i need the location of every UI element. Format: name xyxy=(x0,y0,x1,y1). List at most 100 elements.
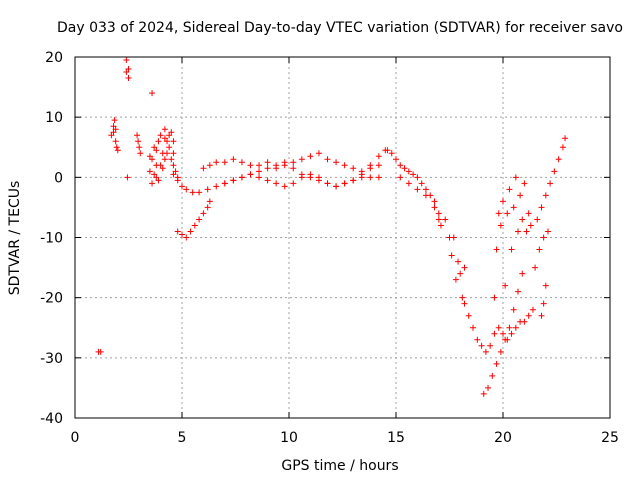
data-point xyxy=(437,222,444,229)
data-point xyxy=(146,168,153,175)
data-point xyxy=(159,165,166,172)
data-point xyxy=(200,165,207,172)
data-point xyxy=(341,162,348,169)
data-point xyxy=(482,348,489,355)
data-point xyxy=(137,150,144,157)
data-point xyxy=(191,222,198,229)
data-point xyxy=(375,174,382,181)
x-tick-label: 0 xyxy=(71,430,80,446)
data-point xyxy=(506,186,513,193)
x-tick-label: 15 xyxy=(387,430,405,446)
data-point xyxy=(491,330,498,337)
data-point xyxy=(500,330,506,337)
series-late-rise xyxy=(532,135,569,319)
data-point xyxy=(502,282,509,289)
data-point xyxy=(493,246,500,253)
data-point xyxy=(179,183,185,190)
data-point xyxy=(151,171,158,178)
data-point xyxy=(256,168,263,175)
y-axis-label: SDTVAR / TECUs xyxy=(7,181,23,296)
series-trough-19h xyxy=(461,300,536,355)
data-point xyxy=(146,153,153,160)
data-point xyxy=(504,210,511,217)
data-point xyxy=(155,177,162,184)
data-point xyxy=(183,186,190,193)
data-point xyxy=(333,159,340,166)
data-point xyxy=(521,180,528,187)
data-point xyxy=(540,234,547,241)
x-tick-label: 10 xyxy=(280,430,298,446)
data-point xyxy=(485,384,492,391)
data-point xyxy=(542,282,549,289)
data-point xyxy=(189,189,196,196)
data-point xyxy=(397,162,404,169)
data-point xyxy=(510,204,517,211)
data-point xyxy=(559,144,566,151)
data-point xyxy=(324,156,331,163)
data-point xyxy=(273,180,280,187)
data-point xyxy=(111,117,118,124)
data-point xyxy=(135,138,142,145)
series-band-b xyxy=(200,150,382,175)
data-point xyxy=(170,138,177,145)
data-point xyxy=(204,186,211,193)
data-point xyxy=(375,153,382,160)
data-point xyxy=(489,372,496,379)
series-early-cluster xyxy=(108,66,144,181)
data-point xyxy=(532,264,539,271)
data-point xyxy=(529,306,536,313)
data-point xyxy=(523,228,530,235)
series-cluster-4h xyxy=(146,126,181,187)
data-point xyxy=(544,228,551,235)
data-point xyxy=(238,174,245,181)
data-point xyxy=(125,66,132,73)
data-point xyxy=(542,192,549,199)
data-point xyxy=(538,312,545,319)
data-point xyxy=(521,318,528,325)
data-point xyxy=(536,246,543,253)
data-point xyxy=(324,180,331,187)
data-point xyxy=(187,228,194,235)
data-point xyxy=(527,222,534,229)
data-point xyxy=(551,168,558,175)
x-tick-label: 25 xyxy=(601,430,619,446)
data-point xyxy=(478,342,485,349)
data-point xyxy=(247,171,254,178)
data-point xyxy=(350,177,357,184)
data-point xyxy=(457,270,464,277)
data-point xyxy=(455,258,462,265)
data-point xyxy=(514,228,521,235)
data-point xyxy=(170,162,177,169)
data-point xyxy=(493,360,500,367)
data-point xyxy=(161,126,168,133)
data-point xyxy=(123,57,130,64)
data-point xyxy=(474,336,481,343)
data-point xyxy=(166,132,173,139)
data-point xyxy=(435,216,442,223)
data-point xyxy=(149,90,156,97)
data-point xyxy=(290,165,297,172)
data-point xyxy=(442,216,449,223)
data-point xyxy=(149,180,156,187)
data-point xyxy=(134,132,141,139)
data-point xyxy=(136,144,143,151)
plot-frame xyxy=(74,56,611,419)
series-isolated xyxy=(95,57,156,355)
data-point xyxy=(508,330,515,337)
data-point xyxy=(506,324,513,331)
data-point xyxy=(452,276,459,283)
data-point xyxy=(517,192,524,199)
data-point xyxy=(230,177,237,184)
x-tick-label: 20 xyxy=(494,430,512,446)
data-point xyxy=(367,165,374,172)
data-point xyxy=(213,183,220,190)
data-point xyxy=(97,348,104,355)
data-point xyxy=(315,174,322,181)
data-point xyxy=(500,198,506,205)
data-point xyxy=(410,171,417,178)
data-point xyxy=(281,183,288,190)
data-point xyxy=(125,75,132,82)
data-point xyxy=(422,186,429,193)
data-point xyxy=(465,312,472,319)
data-point xyxy=(124,174,131,181)
